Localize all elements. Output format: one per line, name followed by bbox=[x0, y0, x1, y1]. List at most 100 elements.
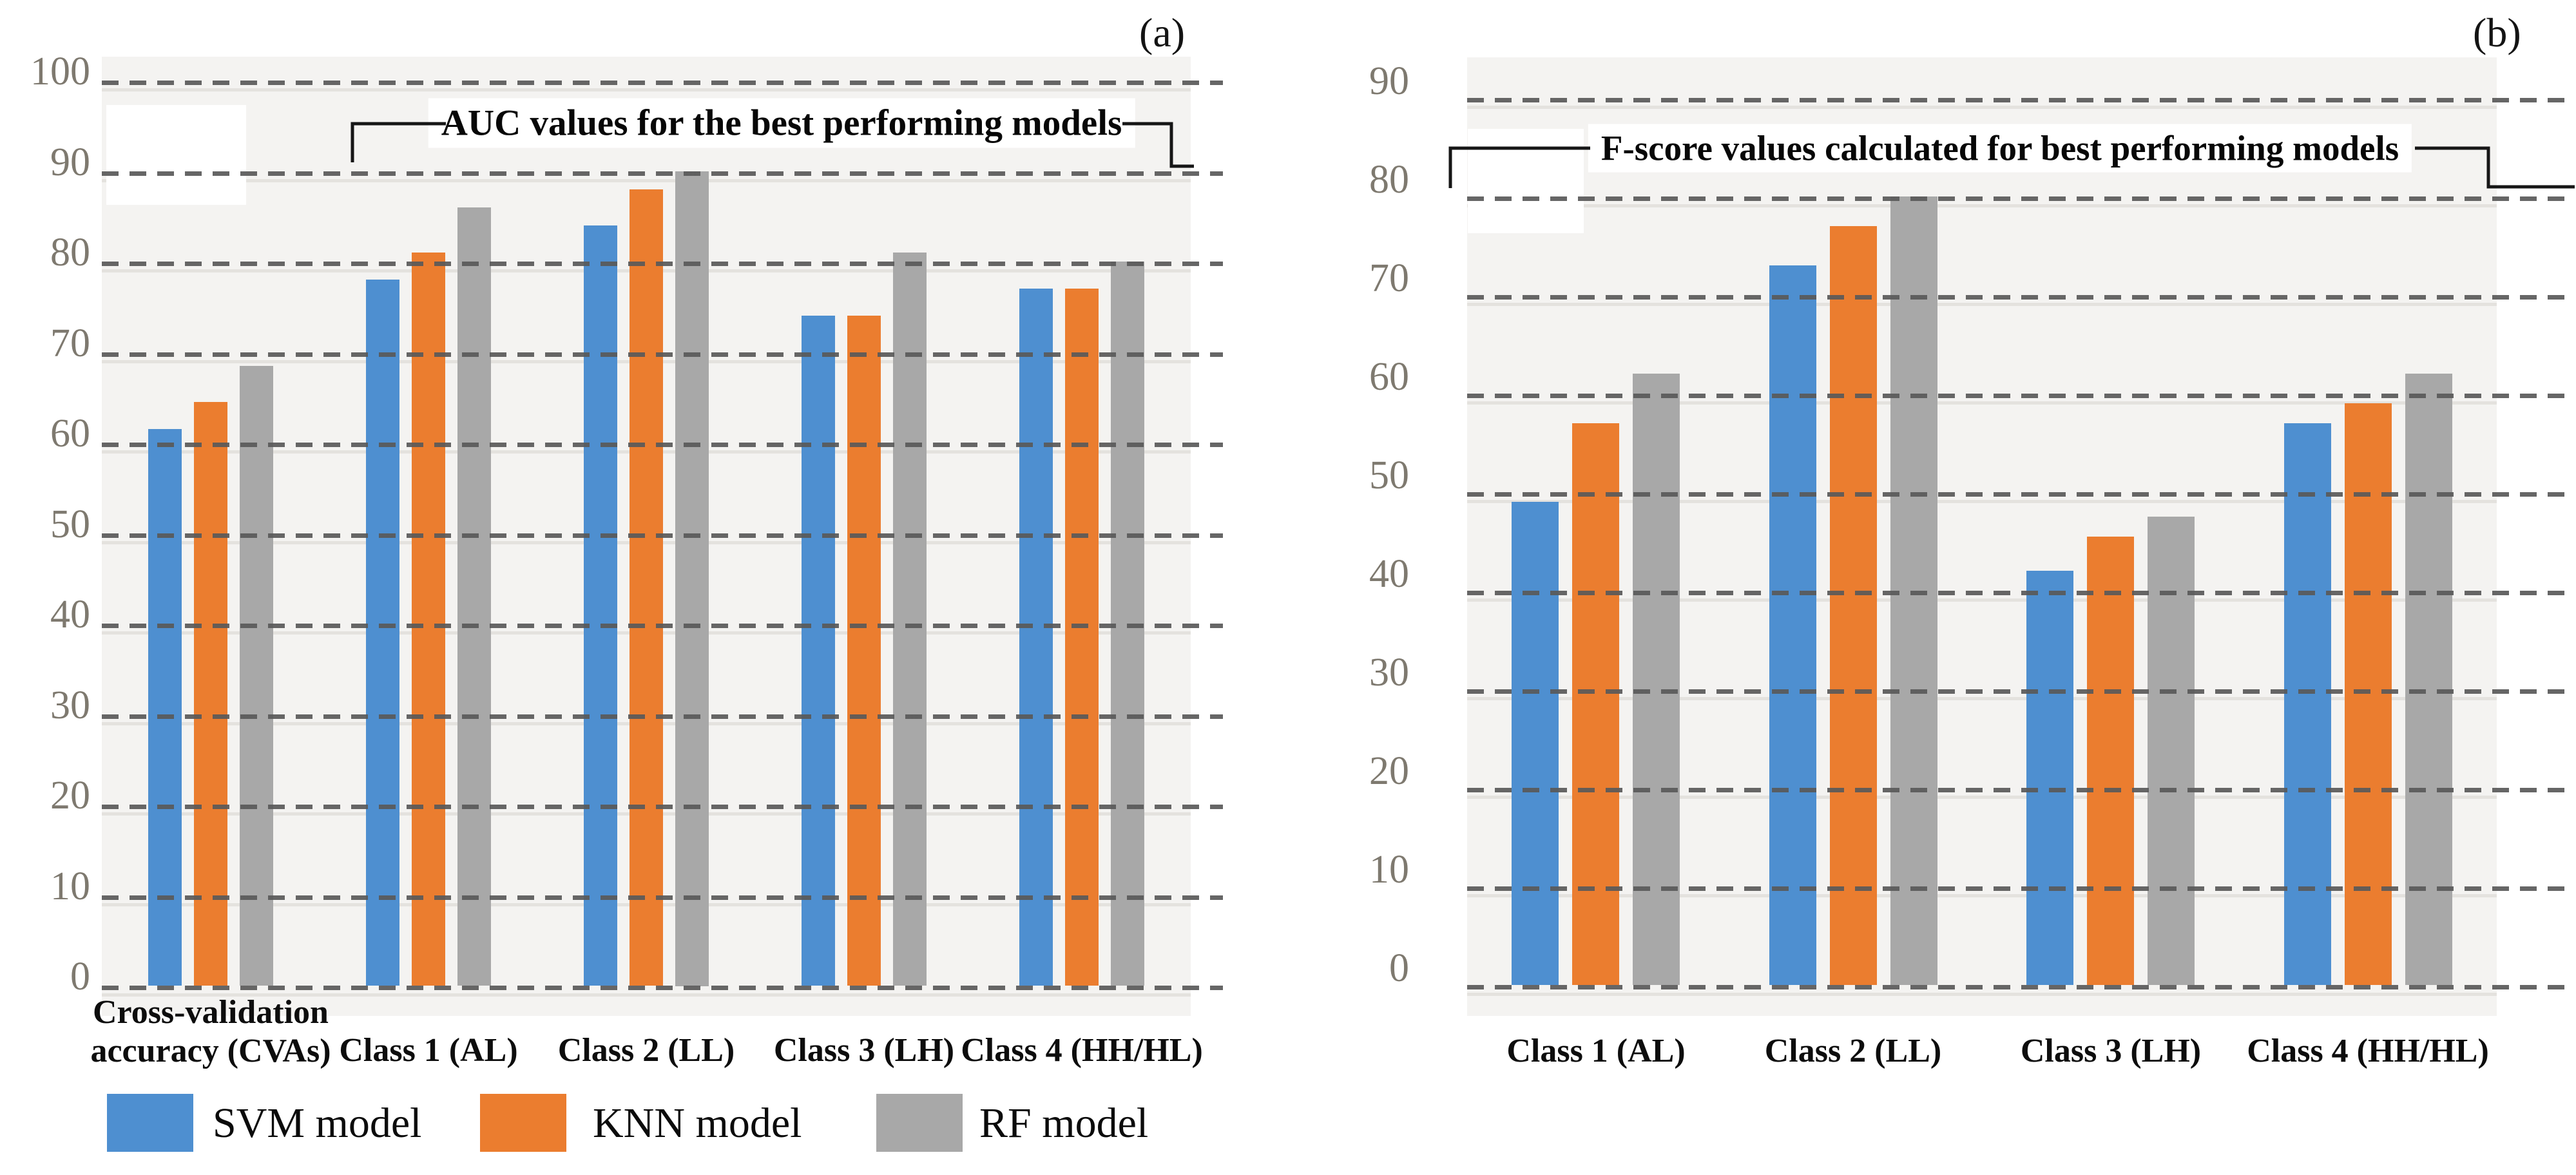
bar-svm-cat2 bbox=[1769, 265, 1816, 985]
gridline bbox=[1467, 492, 2571, 497]
chart-b-plot-area bbox=[1467, 57, 2571, 1016]
x-axis-label-cat2: Class 2 (LL) bbox=[1764, 1033, 1942, 1069]
gridline bbox=[102, 262, 1223, 266]
gridline-light bbox=[1467, 303, 2497, 306]
bar-rf-cat2 bbox=[457, 207, 491, 986]
gridline bbox=[1467, 98, 2571, 102]
gridline-light bbox=[1467, 204, 2497, 207]
white-patch bbox=[106, 105, 246, 205]
gridline bbox=[1467, 689, 2571, 694]
y-tick-label: 70 bbox=[50, 321, 90, 365]
bar-svm-cat5 bbox=[1019, 289, 1053, 986]
gridline-light bbox=[102, 993, 1191, 997]
y-tick-label: 40 bbox=[50, 593, 90, 636]
y-tick-label: 60 bbox=[1369, 355, 1409, 399]
legend-swatch-rf bbox=[876, 1094, 963, 1152]
y-tick-label: 10 bbox=[50, 864, 90, 908]
gridline-light bbox=[1467, 697, 2497, 700]
legend-label-knn: KNN model bbox=[593, 1100, 802, 1147]
bar-rf-cat4 bbox=[893, 253, 927, 986]
y-tick-label: 90 bbox=[50, 140, 90, 184]
bar-knn-cat4 bbox=[2345, 403, 2392, 985]
y-tick-label: 40 bbox=[1369, 552, 1409, 596]
y-tick-label: 90 bbox=[1369, 59, 1409, 103]
gridline bbox=[1467, 295, 2571, 300]
gridline bbox=[1467, 788, 2571, 792]
gridline-light bbox=[1467, 796, 2497, 799]
gridline-light bbox=[1467, 500, 2497, 503]
bar-knn-cat4 bbox=[847, 316, 881, 986]
bar-rf-cat3 bbox=[675, 171, 709, 986]
bar-rf-cat4 bbox=[2405, 374, 2452, 985]
y-tick-label: 10 bbox=[1369, 848, 1409, 892]
gridline bbox=[102, 81, 1223, 85]
y-tick-label: 100 bbox=[30, 50, 90, 93]
bar-svm-cat3 bbox=[2026, 571, 2073, 985]
legend-label-svm: SVM model bbox=[213, 1100, 422, 1147]
gridline-light bbox=[1467, 894, 2497, 897]
y-tick-label: 50 bbox=[1369, 454, 1409, 497]
gridline bbox=[102, 714, 1223, 719]
y-tick-label: 30 bbox=[50, 683, 90, 727]
x-axis-label-cat4: Class 3 (LH) bbox=[773, 1032, 955, 1069]
chart-b-title: F-score values calculated for best perfo… bbox=[1588, 124, 2412, 173]
x-axis-label-cat1: Cross-validation accuracy (CVAs) bbox=[90, 994, 331, 1069]
bar-rf-cat3 bbox=[2148, 517, 2195, 985]
bar-knn-cat1 bbox=[194, 402, 227, 986]
y-tick-label: 80 bbox=[1369, 158, 1409, 202]
gridline bbox=[102, 986, 1223, 990]
legend-swatch-knn bbox=[480, 1094, 566, 1152]
x-axis-label-cat3: Class 3 (LH) bbox=[2020, 1033, 2202, 1069]
y-tick-label: 20 bbox=[1369, 749, 1409, 793]
gridline-light bbox=[1467, 598, 2497, 602]
gridline bbox=[1467, 196, 2571, 201]
panel-b-label: (b) bbox=[2473, 10, 2521, 55]
chart-a-title: AUC values for the best performing model… bbox=[428, 98, 1135, 148]
gridline bbox=[102, 443, 1223, 447]
panel-a-label: (a) bbox=[1139, 10, 1186, 55]
y-tick-label: 30 bbox=[1369, 651, 1409, 694]
bar-knn-cat2 bbox=[1830, 226, 1877, 985]
y-tick-label: 70 bbox=[1369, 256, 1409, 300]
y-tick-label: 60 bbox=[50, 412, 90, 455]
bar-knn-cat1 bbox=[1572, 423, 1619, 985]
gridline bbox=[1467, 985, 2571, 989]
y-tick-label: 50 bbox=[50, 502, 90, 546]
y-tick-label: 20 bbox=[50, 774, 90, 817]
bar-svm-cat3 bbox=[584, 225, 617, 986]
legend-label-rf: RF model bbox=[979, 1100, 1149, 1147]
gridline bbox=[102, 624, 1223, 628]
bar-svm-cat1 bbox=[148, 429, 182, 986]
x-axis-label-cat5: Class 4 (HH/HL) bbox=[961, 1032, 1203, 1069]
gridline bbox=[102, 171, 1223, 176]
chart-a-plot-area bbox=[102, 57, 1223, 1016]
white-patch bbox=[1468, 129, 1584, 233]
legend-swatch-svm bbox=[107, 1094, 193, 1152]
bar-knn-cat3 bbox=[630, 189, 663, 986]
gridline bbox=[102, 895, 1223, 900]
gridline bbox=[1467, 394, 2571, 398]
bar-svm-cat1 bbox=[1512, 502, 1559, 985]
gridline bbox=[102, 533, 1223, 538]
bar-rf-cat1 bbox=[1633, 374, 1680, 985]
y-tick-label: 0 bbox=[70, 955, 90, 998]
gridline-light bbox=[102, 88, 1191, 91]
gridline bbox=[102, 352, 1223, 357]
bar-svm-cat4 bbox=[802, 316, 835, 986]
y-tick-label: 80 bbox=[50, 231, 90, 274]
x-axis-label-cat2: Class 1 (AL) bbox=[339, 1032, 518, 1069]
gridline-light bbox=[1467, 401, 2497, 405]
gridline-light bbox=[1467, 106, 2497, 109]
bar-knn-cat3 bbox=[2087, 537, 2134, 985]
x-axis-label-cat1: Class 1 (AL) bbox=[1506, 1033, 1686, 1069]
bar-knn-cat2 bbox=[412, 253, 445, 986]
gridline-light bbox=[102, 178, 1191, 182]
y-tick-label: 0 bbox=[1389, 946, 1409, 990]
x-axis-label-cat3: Class 2 (LL) bbox=[557, 1032, 735, 1069]
x-axis-label-cat4: Class 4 (HH/HL) bbox=[2247, 1033, 2489, 1069]
bar-svm-cat2 bbox=[366, 280, 399, 986]
bar-knn-cat5 bbox=[1065, 289, 1099, 986]
gridline bbox=[1467, 591, 2571, 595]
gridline-light bbox=[1467, 993, 2497, 996]
